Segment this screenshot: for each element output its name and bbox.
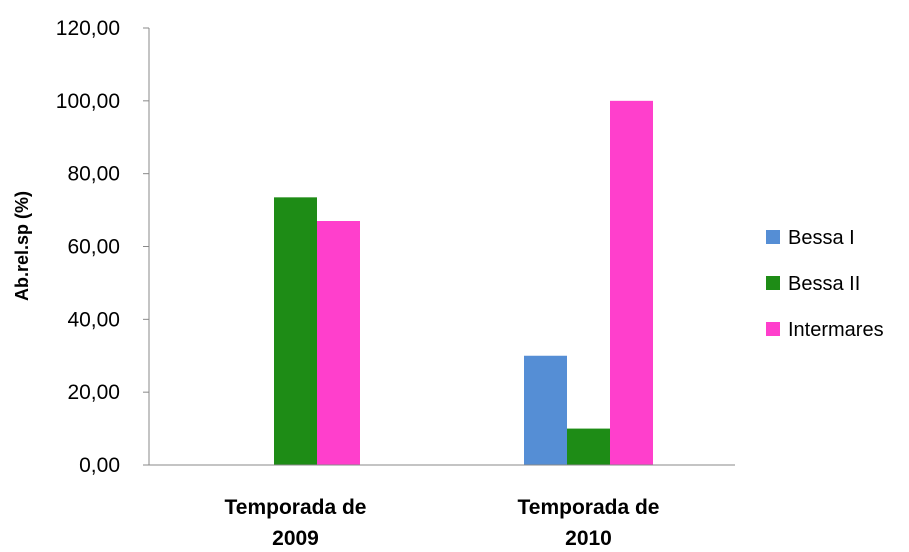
bar-intermares-0: [317, 221, 360, 465]
y-tick-label: 40,00: [67, 308, 120, 331]
bar-bessa-i-1: [524, 355, 567, 465]
y-tick-label: 100,00: [56, 90, 120, 113]
y-tick-label: 0,00: [79, 454, 120, 477]
legend-label: Intermares: [788, 319, 884, 341]
x-tick-label: Temporada de 2010: [518, 496, 660, 550]
legend-swatch: [766, 276, 780, 290]
y-tick-label: 60,00: [67, 236, 120, 259]
bars: [274, 100, 653, 465]
legend-label: Bessa II: [788, 273, 860, 295]
legend: Bessa I Bessa II Intermares: [766, 227, 884, 341]
legend-swatch: [766, 322, 780, 336]
y-axis: 0,00 20,00 40,00 60,00 80,00 100,00 120,00: [56, 17, 150, 477]
bar-bessa-ii-0: [274, 197, 317, 465]
x-axis: Temporada de 2009 Temporada de 2010: [149, 464, 735, 550]
y-tick-label: 20,00: [67, 381, 120, 404]
legend-label: Bessa I: [788, 227, 855, 249]
y-tick-label: 80,00: [67, 163, 120, 186]
y-axis-label: Ab.rel.sp (%): [12, 191, 32, 301]
bar-bessa-ii-1: [567, 428, 610, 465]
x-tick-label: Temporada de 2009: [225, 496, 367, 550]
bar-intermares-1: [610, 100, 653, 465]
y-tick-label: 120,00: [56, 17, 120, 40]
legend-swatch: [766, 230, 780, 244]
